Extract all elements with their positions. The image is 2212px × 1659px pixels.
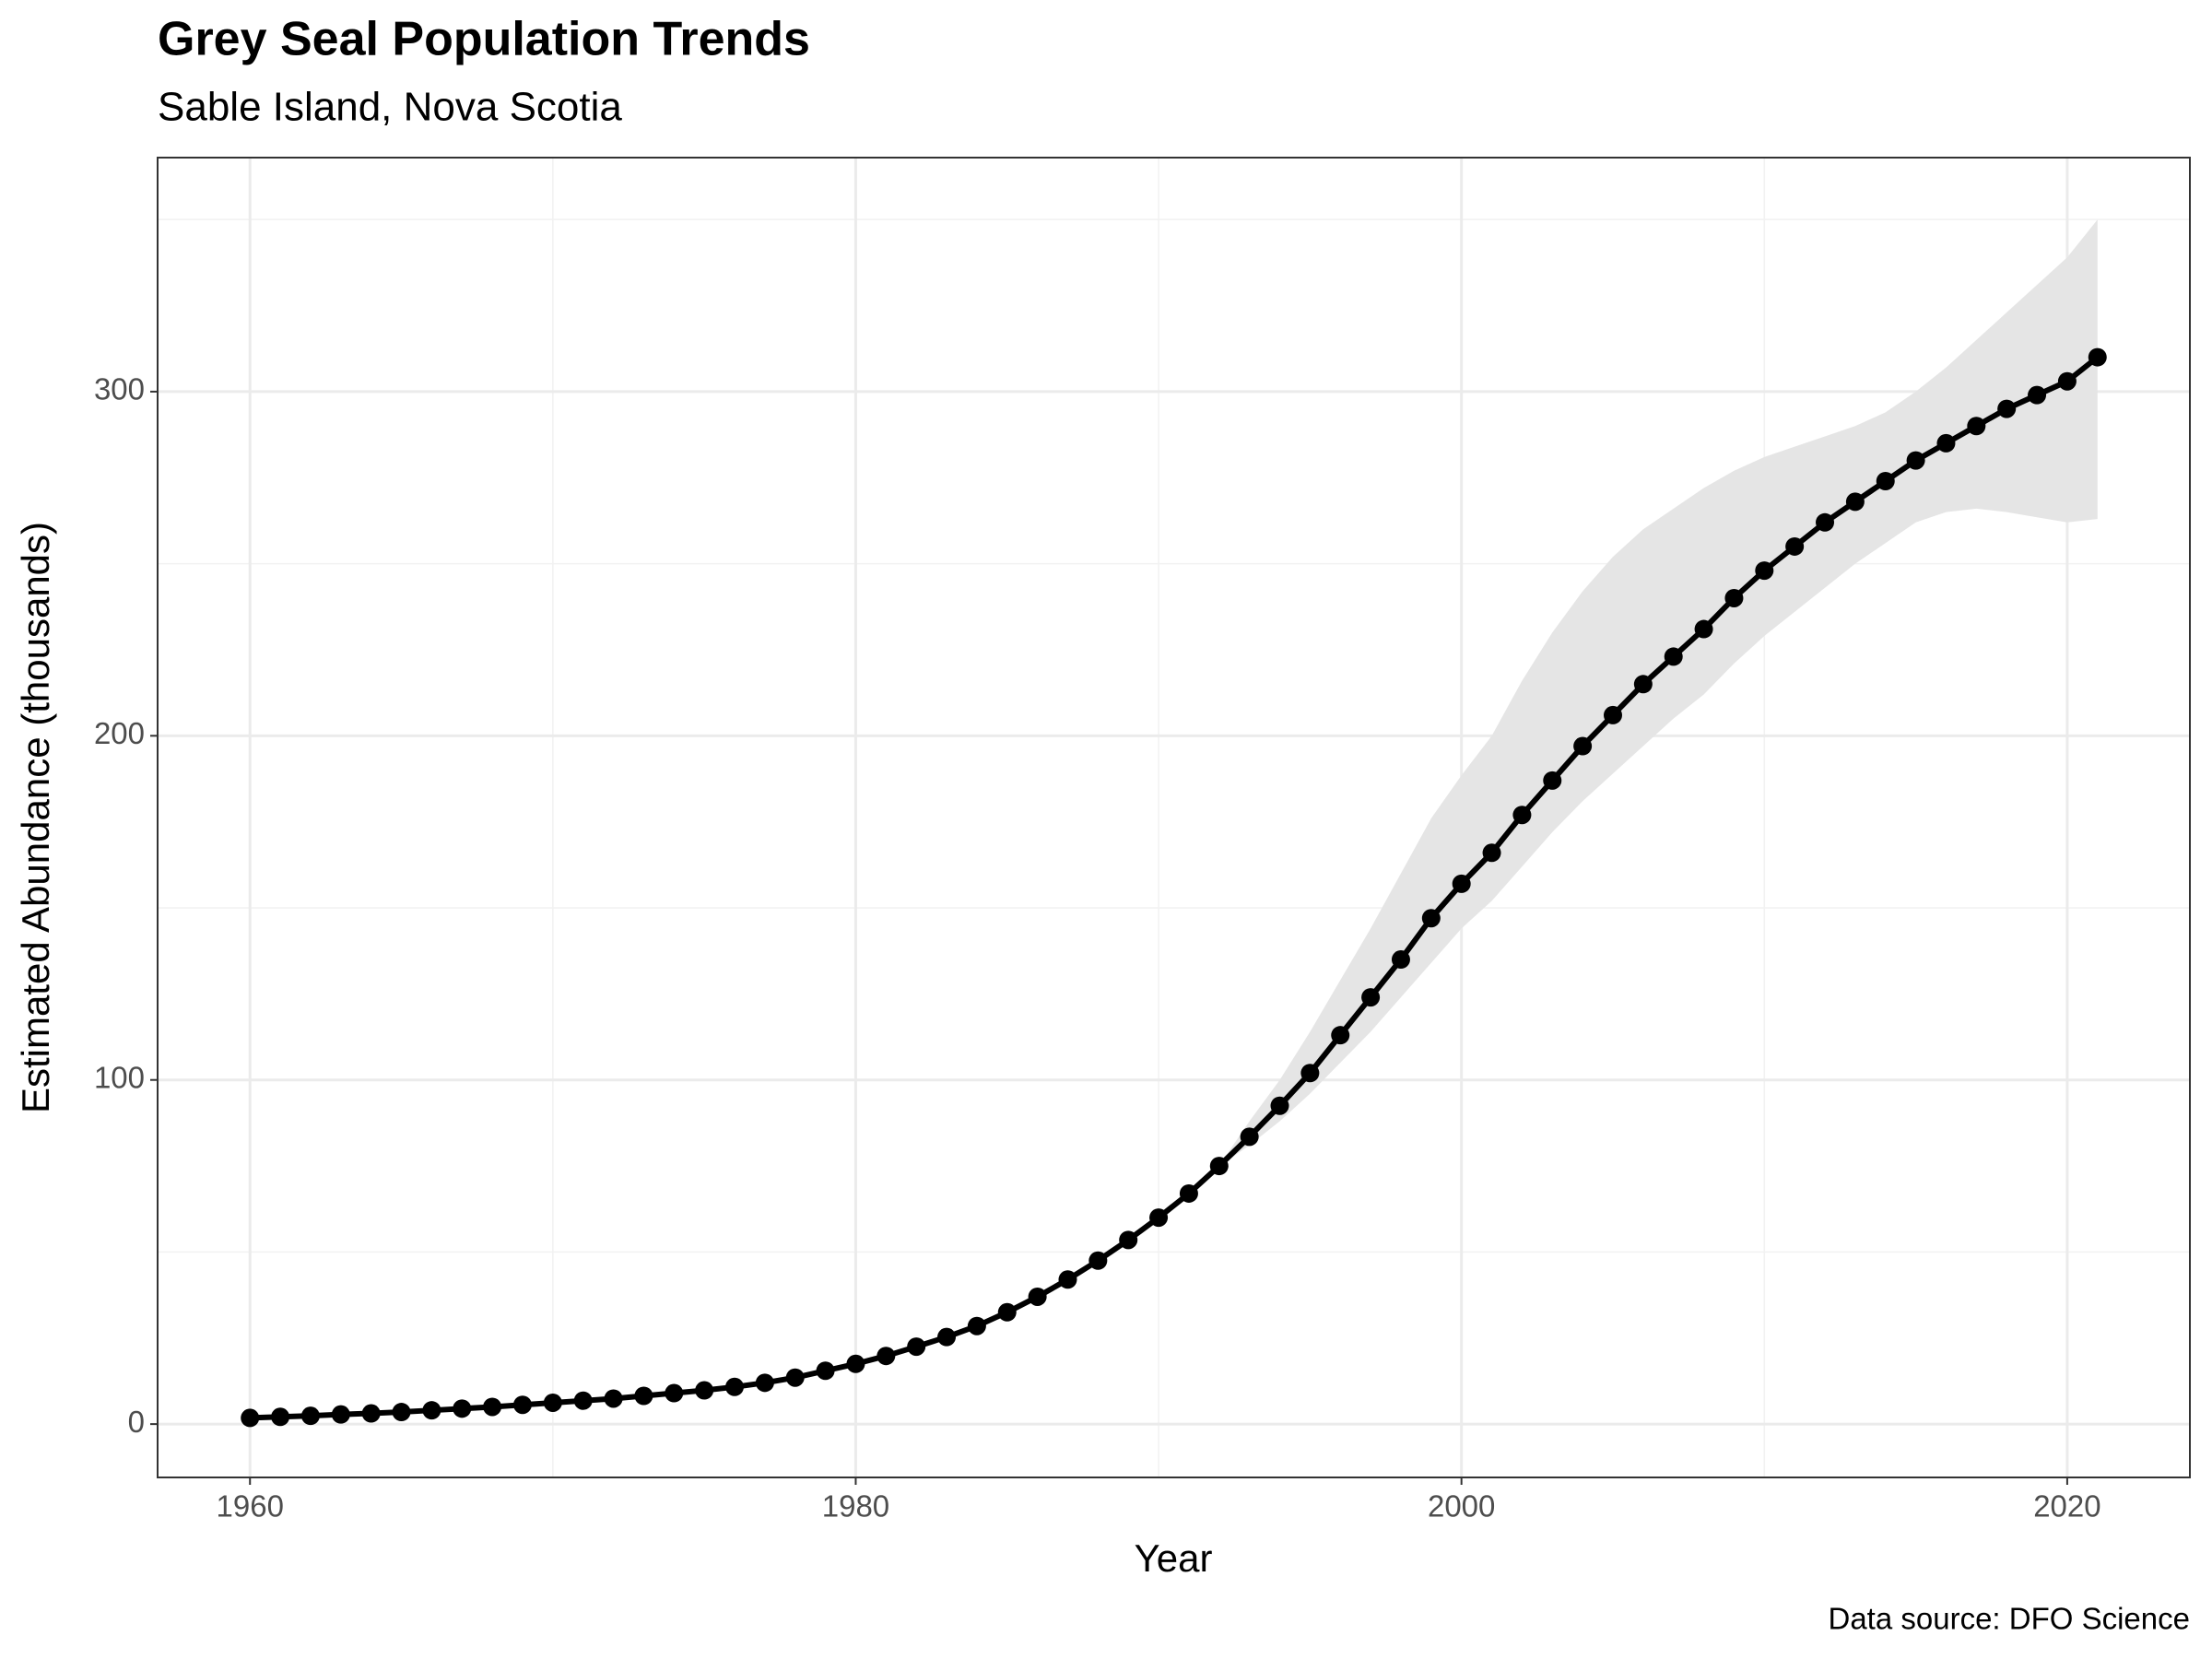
data-point	[846, 1354, 865, 1373]
data-point	[1119, 1230, 1138, 1250]
data-point	[1785, 536, 1805, 556]
data-point	[937, 1327, 957, 1347]
data-point	[1573, 736, 1593, 756]
data-point	[1361, 988, 1381, 1007]
data-point	[1179, 1183, 1198, 1203]
data-point	[1755, 561, 1774, 581]
data-point	[1876, 471, 1895, 490]
data-point	[1633, 675, 1653, 694]
data-point	[1149, 1208, 1169, 1228]
x-tick-label: 2020	[2033, 1489, 2100, 1524]
data-point	[1028, 1287, 1047, 1306]
data-point	[271, 1407, 290, 1427]
data-point	[422, 1401, 441, 1420]
data-point	[2028, 385, 2047, 405]
data-point	[907, 1337, 926, 1357]
data-point	[1967, 417, 1986, 436]
data-point	[1240, 1127, 1259, 1147]
data-point	[634, 1386, 653, 1406]
data-point	[695, 1381, 714, 1400]
y-tick-label: 200	[94, 716, 145, 750]
chart-subtitle: Sable Island, Nova Scotia	[158, 85, 622, 130]
data-point	[573, 1391, 593, 1410]
data-point	[604, 1389, 623, 1408]
data-point	[361, 1404, 381, 1423]
data-point	[816, 1361, 835, 1381]
data-point	[1209, 1157, 1229, 1176]
x-tick-label: 1980	[822, 1489, 889, 1524]
confidence-ribbon	[250, 219, 2098, 1418]
data-point	[2057, 371, 2077, 391]
data-point	[967, 1316, 986, 1335]
data-point	[997, 1302, 1017, 1322]
y-tick-label: 0	[128, 1405, 145, 1439]
data-point	[785, 1368, 805, 1387]
data-point	[665, 1383, 684, 1403]
data-point	[1906, 451, 1925, 470]
data-point	[1543, 771, 1562, 790]
data-point	[1482, 843, 1501, 863]
data-point	[1512, 806, 1532, 825]
data-point	[1997, 399, 2017, 418]
y-tick-label: 100	[94, 1060, 145, 1094]
data-point	[1270, 1096, 1289, 1115]
y-axis-title: Estimated Abundance (thousands)	[14, 522, 57, 1113]
data-point	[1331, 1026, 1350, 1045]
data-point	[1452, 874, 1471, 893]
data-point	[1694, 619, 1713, 639]
data-point	[241, 1408, 260, 1428]
data-point	[1058, 1270, 1077, 1289]
data-point	[725, 1377, 745, 1396]
panel-border	[157, 157, 2191, 1478]
data-point	[1936, 433, 1956, 453]
x-tick-label: 1960	[217, 1489, 284, 1524]
data-point	[331, 1405, 350, 1424]
data-point	[755, 1373, 774, 1393]
y-tick-label: 300	[94, 372, 145, 406]
chart-title: Grey Seal Population Trends	[158, 13, 810, 66]
data-point	[2088, 347, 2107, 367]
data-point	[543, 1393, 562, 1412]
data-point	[483, 1397, 502, 1417]
data-point	[1421, 909, 1441, 928]
data-point	[512, 1395, 532, 1415]
x-tick-label: 2000	[1428, 1489, 1495, 1524]
data-point	[1724, 588, 1744, 607]
x-axis-title: Year	[1135, 1536, 1213, 1580]
data-point	[392, 1403, 411, 1422]
data-point	[1816, 512, 1835, 532]
data-point	[1664, 647, 1683, 666]
data-point	[453, 1399, 472, 1418]
data-point	[1603, 705, 1622, 724]
data-point	[1300, 1064, 1320, 1083]
caption: Data source: DFO Science	[1829, 1602, 2191, 1636]
data-point	[1391, 950, 1410, 970]
data-point	[300, 1406, 320, 1426]
data-point	[877, 1347, 896, 1366]
data-point	[1088, 1251, 1108, 1270]
data-point	[1845, 492, 1865, 512]
